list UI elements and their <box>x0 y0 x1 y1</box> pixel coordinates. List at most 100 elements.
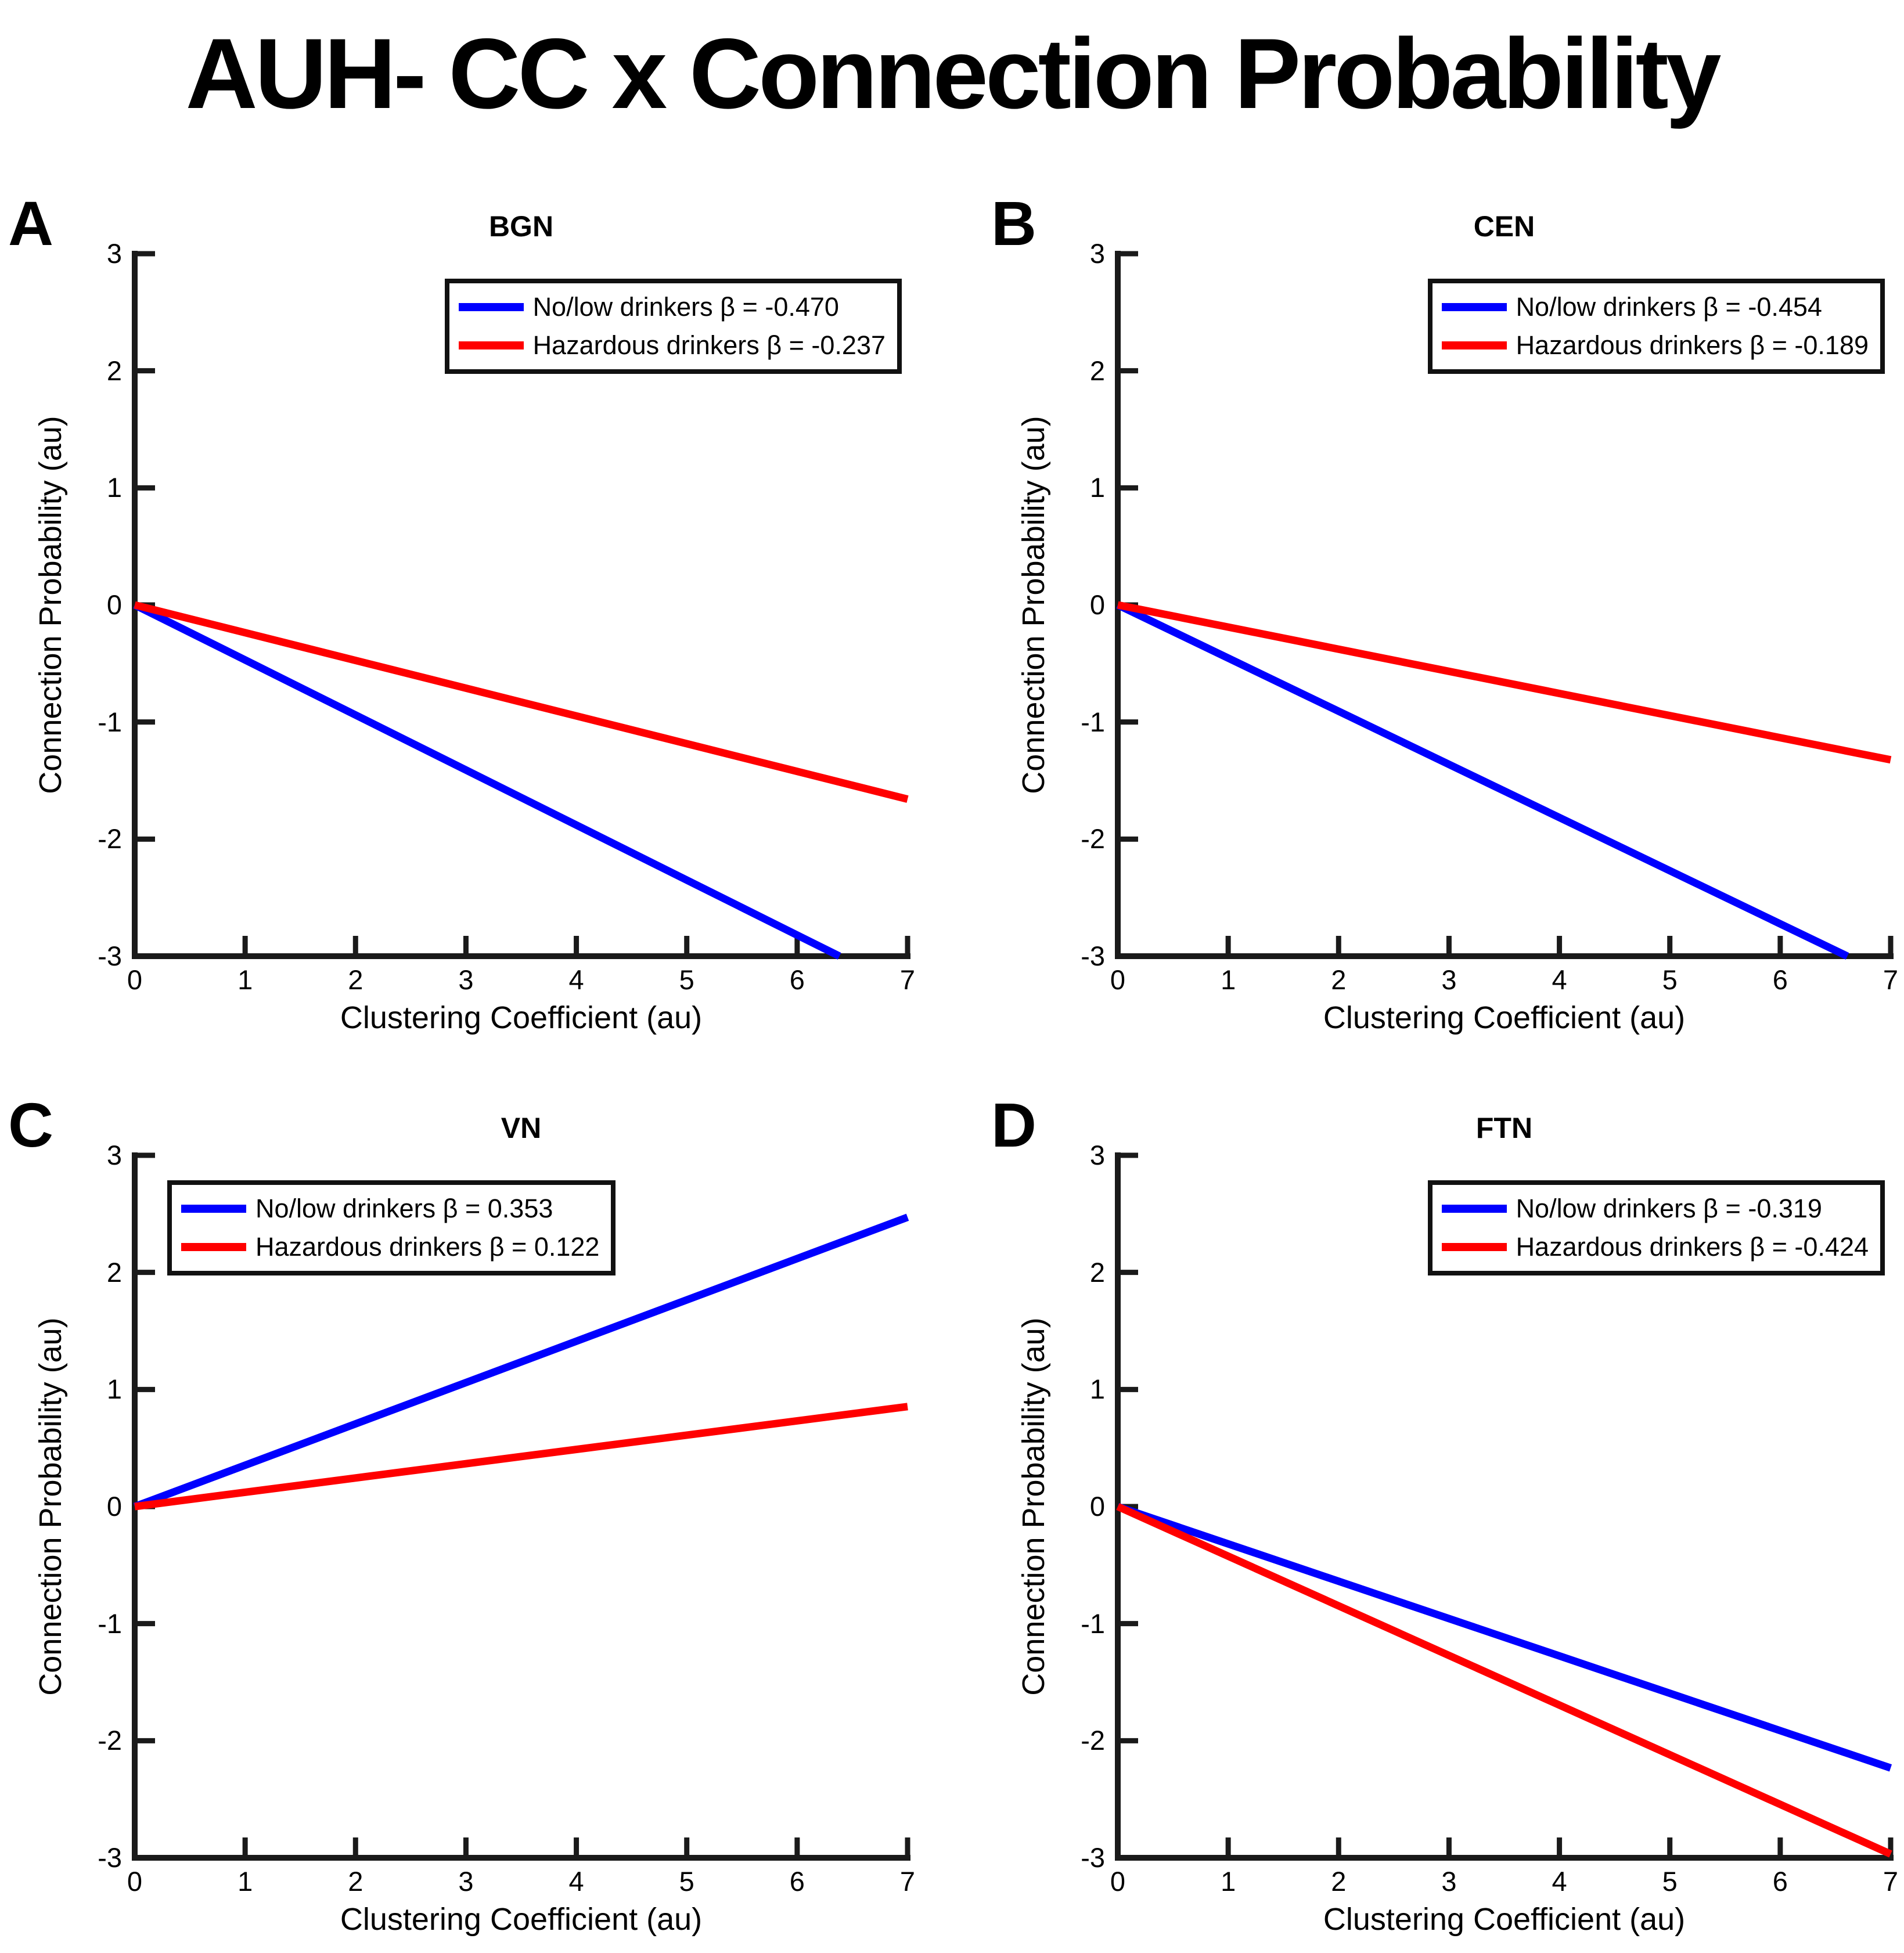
x-axis-label: Clustering Coefficient (au) <box>1323 1000 1686 1035</box>
y-tick-label: 0 <box>106 589 122 620</box>
x-tick-label: 3 <box>1441 964 1457 995</box>
legend: No/low drinkers β = -0.319 Hazardous drin… <box>1427 1180 1885 1275</box>
y-tick-label: -2 <box>98 823 122 855</box>
x-tick-label: 3 <box>458 1866 474 1897</box>
legend-entry: Hazardous drinkers β = -0.424 <box>1441 1230 1869 1264</box>
legend-label: Hazardous drinkers β = -0.424 <box>1516 1232 1869 1262</box>
series-line-hazardous-drinkers <box>1116 1503 1892 1858</box>
x-tick-label: 3 <box>1441 1866 1457 1897</box>
legend: No/low drinkers β = 0.353 Hazardous drink… <box>167 1180 616 1275</box>
x-tick-label: 4 <box>568 1866 584 1897</box>
legend-label: Hazardous drinkers β = 0.122 <box>255 1232 600 1262</box>
plot-title: BGN <box>488 210 554 243</box>
legend-line-swatch <box>1441 1205 1507 1213</box>
panel-letter: B <box>991 188 1036 258</box>
legend-entry: No/low drinkers β = 0.353 <box>181 1192 599 1226</box>
panel-D: D FTN Connection Probability (au) Cluste… <box>983 1093 1904 1953</box>
legend-label: Hazardous drinkers β = -0.189 <box>1516 330 1869 360</box>
y-tick-label: 1 <box>1089 1374 1105 1405</box>
x-tick-label: 2 <box>1331 1866 1347 1897</box>
y-tick-label: -1 <box>98 1608 122 1639</box>
y-tick-label: 3 <box>1089 1140 1105 1170</box>
x-tick-label: 1 <box>237 1866 253 1897</box>
x-axis-label: Clustering Coefficient (au) <box>340 1902 703 1937</box>
x-tick-label: 6 <box>1772 964 1788 995</box>
y-tick-label: -2 <box>1081 1725 1105 1756</box>
legend-label: No/low drinkers β = -0.454 <box>1516 292 1822 322</box>
x-tick-label: 7 <box>1883 964 1899 995</box>
legend: No/low drinkers β = -0.454 Hazardous drin… <box>1427 279 1885 374</box>
x-axis-label: Clustering Coefficient (au) <box>1323 1902 1686 1937</box>
y-tick-label: 2 <box>106 355 122 386</box>
x-tick-label: 0 <box>127 1866 143 1897</box>
x-tick-label: 6 <box>789 964 805 995</box>
y-tick-label: -1 <box>1081 1608 1105 1639</box>
x-axis-spine <box>132 1855 910 1861</box>
y-tick-label: -1 <box>1081 706 1105 737</box>
y-tick-label: 0 <box>1089 589 1105 620</box>
x-axis-label: Clustering Coefficient (au) <box>340 1000 703 1035</box>
x-tick-label: 5 <box>1662 964 1678 995</box>
legend-line-swatch <box>1441 1243 1507 1251</box>
panel-C: C VN Connection Probability (au) Cluster… <box>0 1093 921 1953</box>
x-tick-label: 4 <box>568 964 584 995</box>
legend-entry: No/low drinkers β = -0.454 <box>1441 290 1869 324</box>
x-tick-label: 6 <box>789 1866 805 1897</box>
panel-letter: D <box>991 1090 1036 1160</box>
y-tick-label: 2 <box>1089 1256 1105 1288</box>
plot-title: VN <box>501 1112 542 1144</box>
y-tick-label: 0 <box>106 1491 122 1522</box>
x-tick-label: 7 <box>899 1866 916 1897</box>
x-tick-label: 1 <box>1221 964 1236 995</box>
x-tick-label: 4 <box>1552 1866 1567 1897</box>
series-line-hazardous-drinkers <box>134 1403 908 1511</box>
legend-label: No/low drinkers β = 0.353 <box>255 1194 553 1223</box>
panel-letter: C <box>8 1090 53 1160</box>
x-tick-label: 1 <box>1221 1866 1236 1897</box>
x-tick-label: 0 <box>1110 1866 1126 1897</box>
plot-area <box>1115 251 1894 960</box>
legend-line-swatch <box>458 341 524 349</box>
x-tick-label: 6 <box>1772 1866 1788 1897</box>
y-tick-label: -3 <box>98 941 122 971</box>
y-tick-label: -1 <box>98 706 122 737</box>
x-tick-label: 4 <box>1552 964 1567 995</box>
x-tick-label: 5 <box>1662 1866 1678 1897</box>
y-tick-label: -2 <box>1081 823 1105 855</box>
x-tick-label: 7 <box>899 964 916 995</box>
x-axis-spine <box>1115 1855 1894 1861</box>
legend-entry: Hazardous drinkers β = -0.189 <box>1441 329 1869 362</box>
y-tick-label: 1 <box>106 1374 122 1405</box>
y-tick-label: 3 <box>106 1140 122 1170</box>
legend-line-swatch <box>1441 341 1507 349</box>
x-tick-label: 2 <box>1331 964 1347 995</box>
legend-entry: No/low drinkers β = -0.319 <box>1441 1192 1869 1226</box>
x-axis-spine <box>1115 953 1894 959</box>
y-tick-label: -2 <box>98 1725 122 1756</box>
series-line-no-low-drinkers <box>133 1213 909 1511</box>
plot-title: CEN <box>1473 210 1535 243</box>
legend-entry: Hazardous drinkers β = 0.122 <box>181 1230 599 1264</box>
panel-B: B CEN Connection Probability (au) Cluste… <box>983 192 1904 1093</box>
y-tick-label: 2 <box>106 1256 122 1288</box>
y-tick-label: -3 <box>98 1842 122 1873</box>
figure-title: AUH- CC x Connection Probability <box>185 18 1722 129</box>
plot-area <box>132 1152 910 1861</box>
y-tick-label: -3 <box>1081 1842 1105 1873</box>
series-line-no-low-drinkers <box>1116 1502 1892 1772</box>
x-tick-label: 2 <box>348 964 363 995</box>
x-tick-label: 1 <box>237 964 253 995</box>
y-tick-label: 3 <box>106 238 122 269</box>
legend-entry: Hazardous drinkers β = -0.237 <box>458 329 886 362</box>
y-tick-label: -3 <box>1081 941 1105 971</box>
series-line-hazardous-drinkers <box>134 601 909 803</box>
legend: No/low drinkers β = -0.470 Hazardous drin… <box>444 279 902 374</box>
x-tick-label: 5 <box>679 964 694 995</box>
x-tick-label: 7 <box>1883 1866 1899 1897</box>
y-tick-label: 0 <box>1089 1491 1105 1522</box>
legend-line-swatch <box>458 303 524 311</box>
panel-A: A BGN Connection Probability (au) Cluste… <box>0 192 921 1093</box>
panel-letter: A <box>8 188 53 258</box>
legend-line-swatch <box>181 1205 246 1213</box>
y-tick-label: 2 <box>1089 355 1105 386</box>
